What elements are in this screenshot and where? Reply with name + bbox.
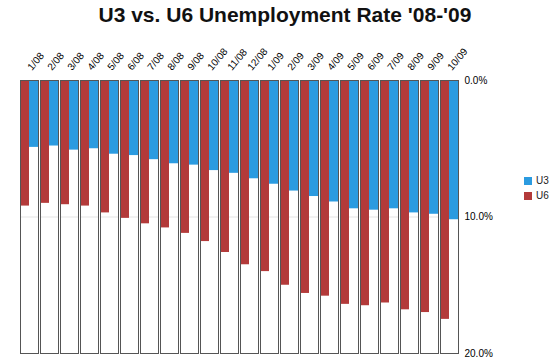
svg-text:8/08: 8/08: [165, 50, 186, 72]
svg-text:1/08: 1/08: [25, 50, 46, 72]
html-text:U3 vs. U6 Unemployment Rate '0: U3 vs. U6 Unemployment Rate '08-'09: [98, 3, 472, 26]
svg-text:2/08: 2/08: [45, 50, 66, 72]
svg-text:4/09: 4/09: [325, 50, 346, 72]
svg-text:20.0%: 20.0%: [465, 348, 493, 359]
svg-text:11/08: 11/08: [225, 46, 249, 72]
svg-text:7/09: 7/09: [385, 50, 406, 72]
svg-text:1/09: 1/09: [265, 50, 286, 72]
html-text:U6: U6: [536, 190, 549, 201]
svg-text:6/09: 6/09: [365, 50, 386, 72]
svg-text:10.0%: 10.0%: [465, 211, 493, 222]
svg-text:10/08: 10/08: [205, 46, 230, 73]
svg-text:0.0%: 0.0%: [465, 75, 488, 86]
svg-text:7/08: 7/08: [145, 50, 166, 72]
html-text:U3: U3: [536, 175, 549, 186]
svg-text:4/08: 4/08: [85, 50, 106, 72]
svg-text:9/09: 9/09: [425, 50, 446, 72]
svg-text:8/09: 8/09: [405, 50, 426, 72]
svg-text:5/09: 5/09: [345, 50, 366, 72]
svg-text:3/09: 3/09: [305, 50, 326, 72]
svg-text:10/09: 10/09: [445, 46, 470, 73]
svg-text:6/08: 6/08: [125, 50, 146, 72]
svg-text:3/08: 3/08: [65, 50, 86, 72]
svg-text:5/08: 5/08: [105, 50, 126, 72]
svg-text:9/08: 9/08: [185, 50, 206, 72]
svg-text:12/08: 12/08: [245, 46, 270, 73]
svg-text:2/09: 2/09: [285, 50, 306, 72]
